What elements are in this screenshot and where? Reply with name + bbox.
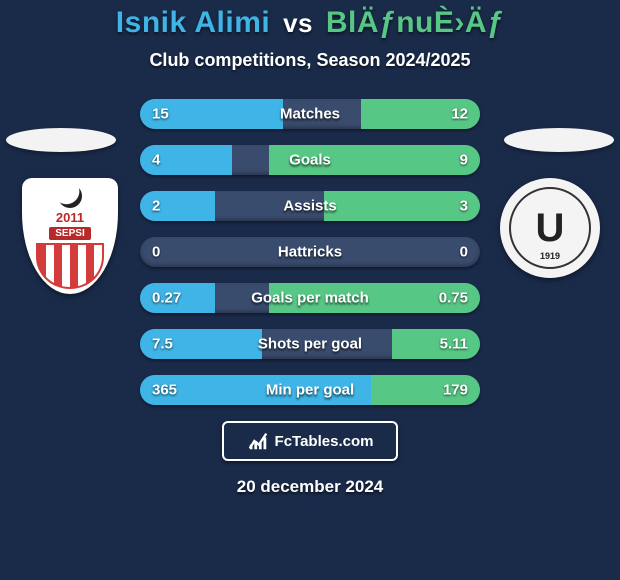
- stat-row: 1512Matches: [140, 99, 480, 129]
- stat-label: Assists: [140, 198, 480, 215]
- brand-badge: FcTables.com: [222, 421, 398, 461]
- stat-row: 49Goals: [140, 145, 480, 175]
- stat-label: Goals per match: [140, 290, 480, 307]
- right-ellipse-shadow: [504, 128, 614, 152]
- soccer-ball-icon: [58, 184, 82, 208]
- player1-name: Isnik Alimi: [116, 6, 270, 39]
- subtitle: Club competitions, Season 2024/2025: [0, 50, 620, 71]
- stat-label: Matches: [140, 106, 480, 123]
- stat-row: 0.270.75Goals per match: [140, 283, 480, 313]
- chart-icon: [247, 430, 269, 452]
- title: Isnik Alimi vs BlÄƒnuÈ›Äƒ: [0, 6, 620, 40]
- stat-label: Shots per goal: [140, 336, 480, 353]
- stat-label: Goals: [140, 152, 480, 169]
- right-crest-letter: U: [509, 187, 591, 269]
- stat-row: 7.55.11Shots per goal: [140, 329, 480, 359]
- left-crest-stripes: [36, 243, 104, 289]
- stat-row: 00Hattricks: [140, 237, 480, 267]
- stat-row: 23Assists: [140, 191, 480, 221]
- stat-row: 365179Min per goal: [140, 375, 480, 405]
- comparison-card: Isnik Alimi vs BlÄƒnuÈ›Äƒ Club competiti…: [0, 0, 620, 580]
- left-crest-year: 2011: [56, 210, 84, 225]
- stat-label: Hattricks: [140, 244, 480, 261]
- stat-label: Min per goal: [140, 382, 480, 399]
- brand-text: FcTables.com: [275, 433, 374, 450]
- left-team-crest: 2011 SEPSI: [22, 178, 118, 294]
- date-text: 20 december 2024: [0, 477, 620, 497]
- player2-name: BlÄƒnuÈ›Äƒ: [326, 6, 504, 39]
- vs-text: vs: [283, 8, 313, 38]
- left-crest-banner: SEPSI: [49, 227, 90, 240]
- stats-bars: 1512Matches 49Goals 23Assists 00Hattricks 0.…: [140, 99, 480, 405]
- right-team-crest: U: [500, 178, 600, 278]
- left-ellipse-shadow: [6, 128, 116, 152]
